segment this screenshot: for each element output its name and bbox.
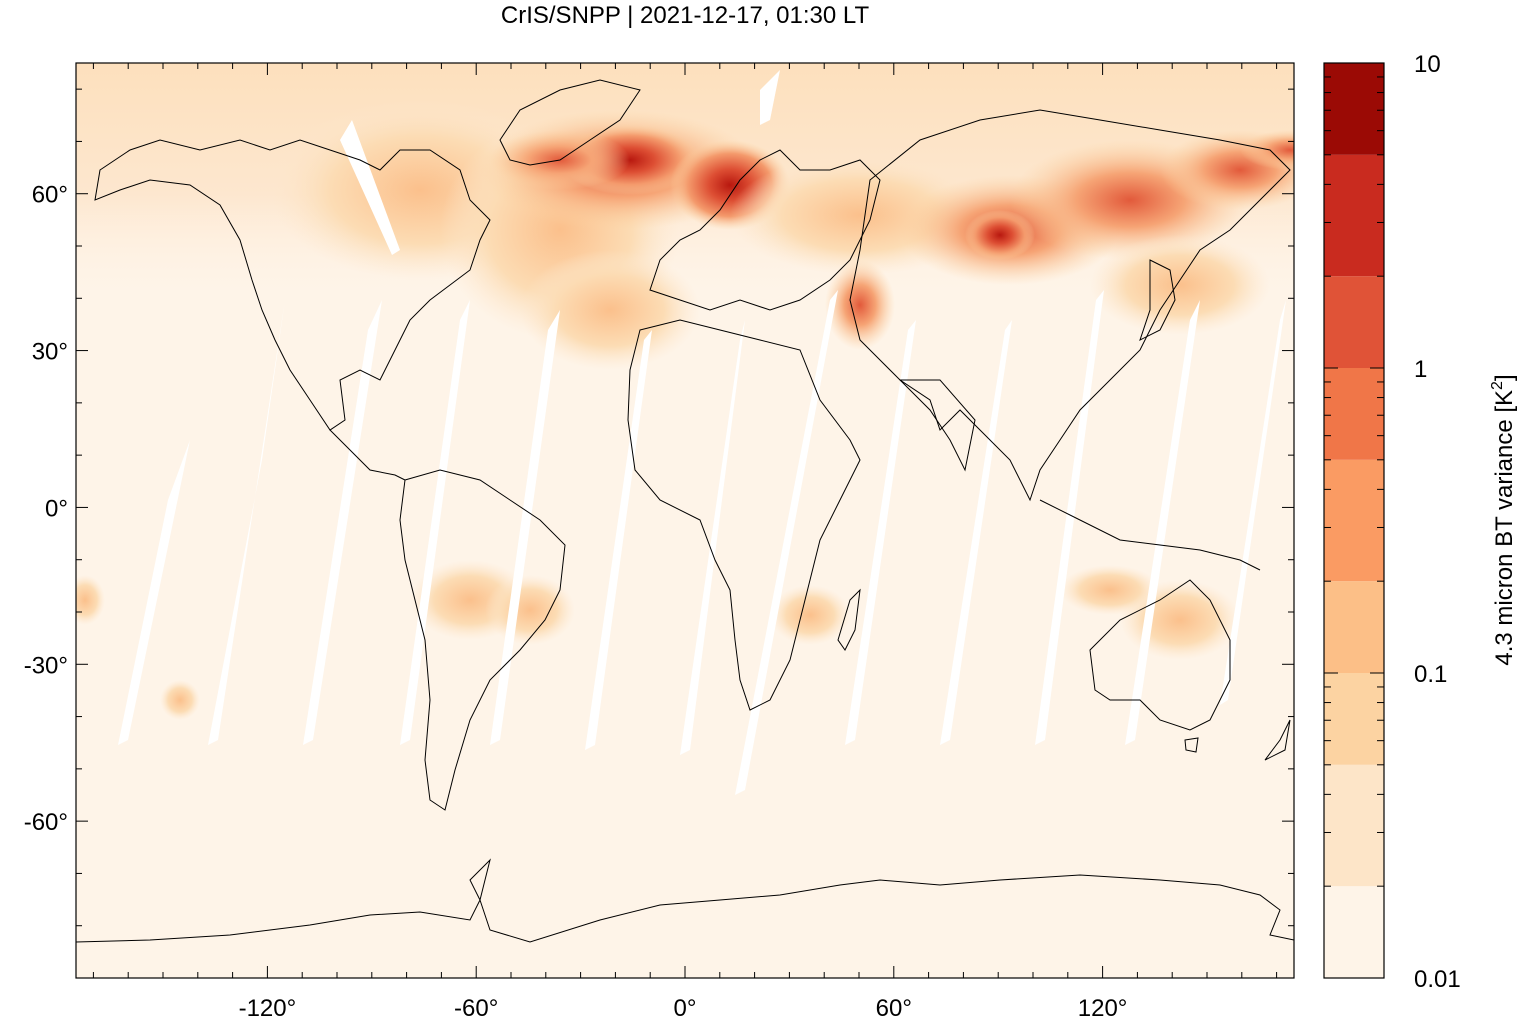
colorbar-band: [1324, 63, 1384, 155]
colorbar-band: [1324, 673, 1384, 765]
colorbar-ticks: [1324, 76, 1384, 979]
colorbar-band: [1324, 276, 1384, 368]
blob-indonesia: [1060, 565, 1160, 615]
y-tick-label: 60°: [32, 182, 68, 209]
y-tick-label: -30°: [24, 652, 68, 679]
x-tick-label: -60°: [454, 995, 498, 1020]
blob-pacific-south: [160, 680, 200, 720]
coastline-north-america: [94, 139, 491, 431]
colorbar-tick-label: 0.01: [1414, 966, 1461, 993]
coastline-europe: [649, 149, 881, 311]
map-ticks: [76, 63, 1294, 978]
x-tick-label: -120°: [239, 995, 297, 1020]
coastlines: [76, 79, 1294, 943]
colorbar-band: [1324, 154, 1384, 277]
colorbar-title-main: 4.3 micron BT variance [K: [1491, 390, 1518, 666]
map-tick-labels: -120° -60° 0° 60° 120° 60° 30° 0° -30° -60°: [24, 182, 1128, 1020]
colorbar-tick-label: 10: [1414, 51, 1441, 78]
x-tick-label: 0°: [674, 995, 697, 1020]
colorbar-frame: [1323, 62, 1385, 979]
colorbar-band: [1324, 886, 1384, 978]
blob-japan-north: [1090, 235, 1270, 335]
colorbar-blocks: [1324, 63, 1384, 978]
x-tick-label: 60°: [876, 995, 912, 1020]
map-field: [76, 63, 1294, 978]
x-tick-label: 120°: [1078, 995, 1128, 1020]
colorbar-title: 4.3 micron BT variance [K2]: [1489, 374, 1518, 665]
colorbar-band: [1324, 764, 1384, 887]
coastline-central-america: [329, 429, 406, 481]
blob-atlantic-mid: [520, 250, 700, 370]
colorbar-band: [1324, 459, 1384, 582]
coastline-india: [898, 379, 976, 472]
colorbar-title-end: ]: [1491, 374, 1518, 381]
coastline-australia: [1089, 579, 1231, 731]
colorbar-tick-labels: 0.01 0.1 1 10: [1414, 51, 1461, 993]
colorbar-title-sup: 2: [1489, 381, 1506, 390]
blob-africa-south: [770, 585, 850, 645]
coastline-new-zealand: [1264, 719, 1291, 761]
y-tick-label: 0°: [45, 495, 68, 522]
y-tick-label: 30°: [32, 339, 68, 366]
blob-caspian: [825, 260, 895, 350]
blob-siberia-core: [965, 210, 1035, 260]
swath-gaps: [118, 70, 1286, 795]
coastline-japan: [1139, 259, 1176, 341]
colorbar-band: [1324, 368, 1384, 460]
coastline-madagascar: [837, 588, 861, 651]
coastline-antarctica: [76, 858, 1294, 943]
colorbar-tick-label: 0.1: [1414, 661, 1447, 688]
coastline-tasmania: [1184, 737, 1199, 753]
page-title: CrIS/SNPP | 2021-12-17, 01:30 LT: [500, 2, 870, 29]
colorbar-tick-label: 1: [1414, 356, 1427, 383]
coastline-indonesia: [1039, 499, 1261, 571]
coastline-south-america: [399, 469, 566, 811]
colorbar-band: [1324, 581, 1384, 673]
y-tick-label: -60°: [24, 809, 68, 836]
coastline-greenland: [499, 79, 641, 166]
coastline-africa: [627, 319, 861, 711]
blob-pacific-west: [76, 575, 105, 625]
